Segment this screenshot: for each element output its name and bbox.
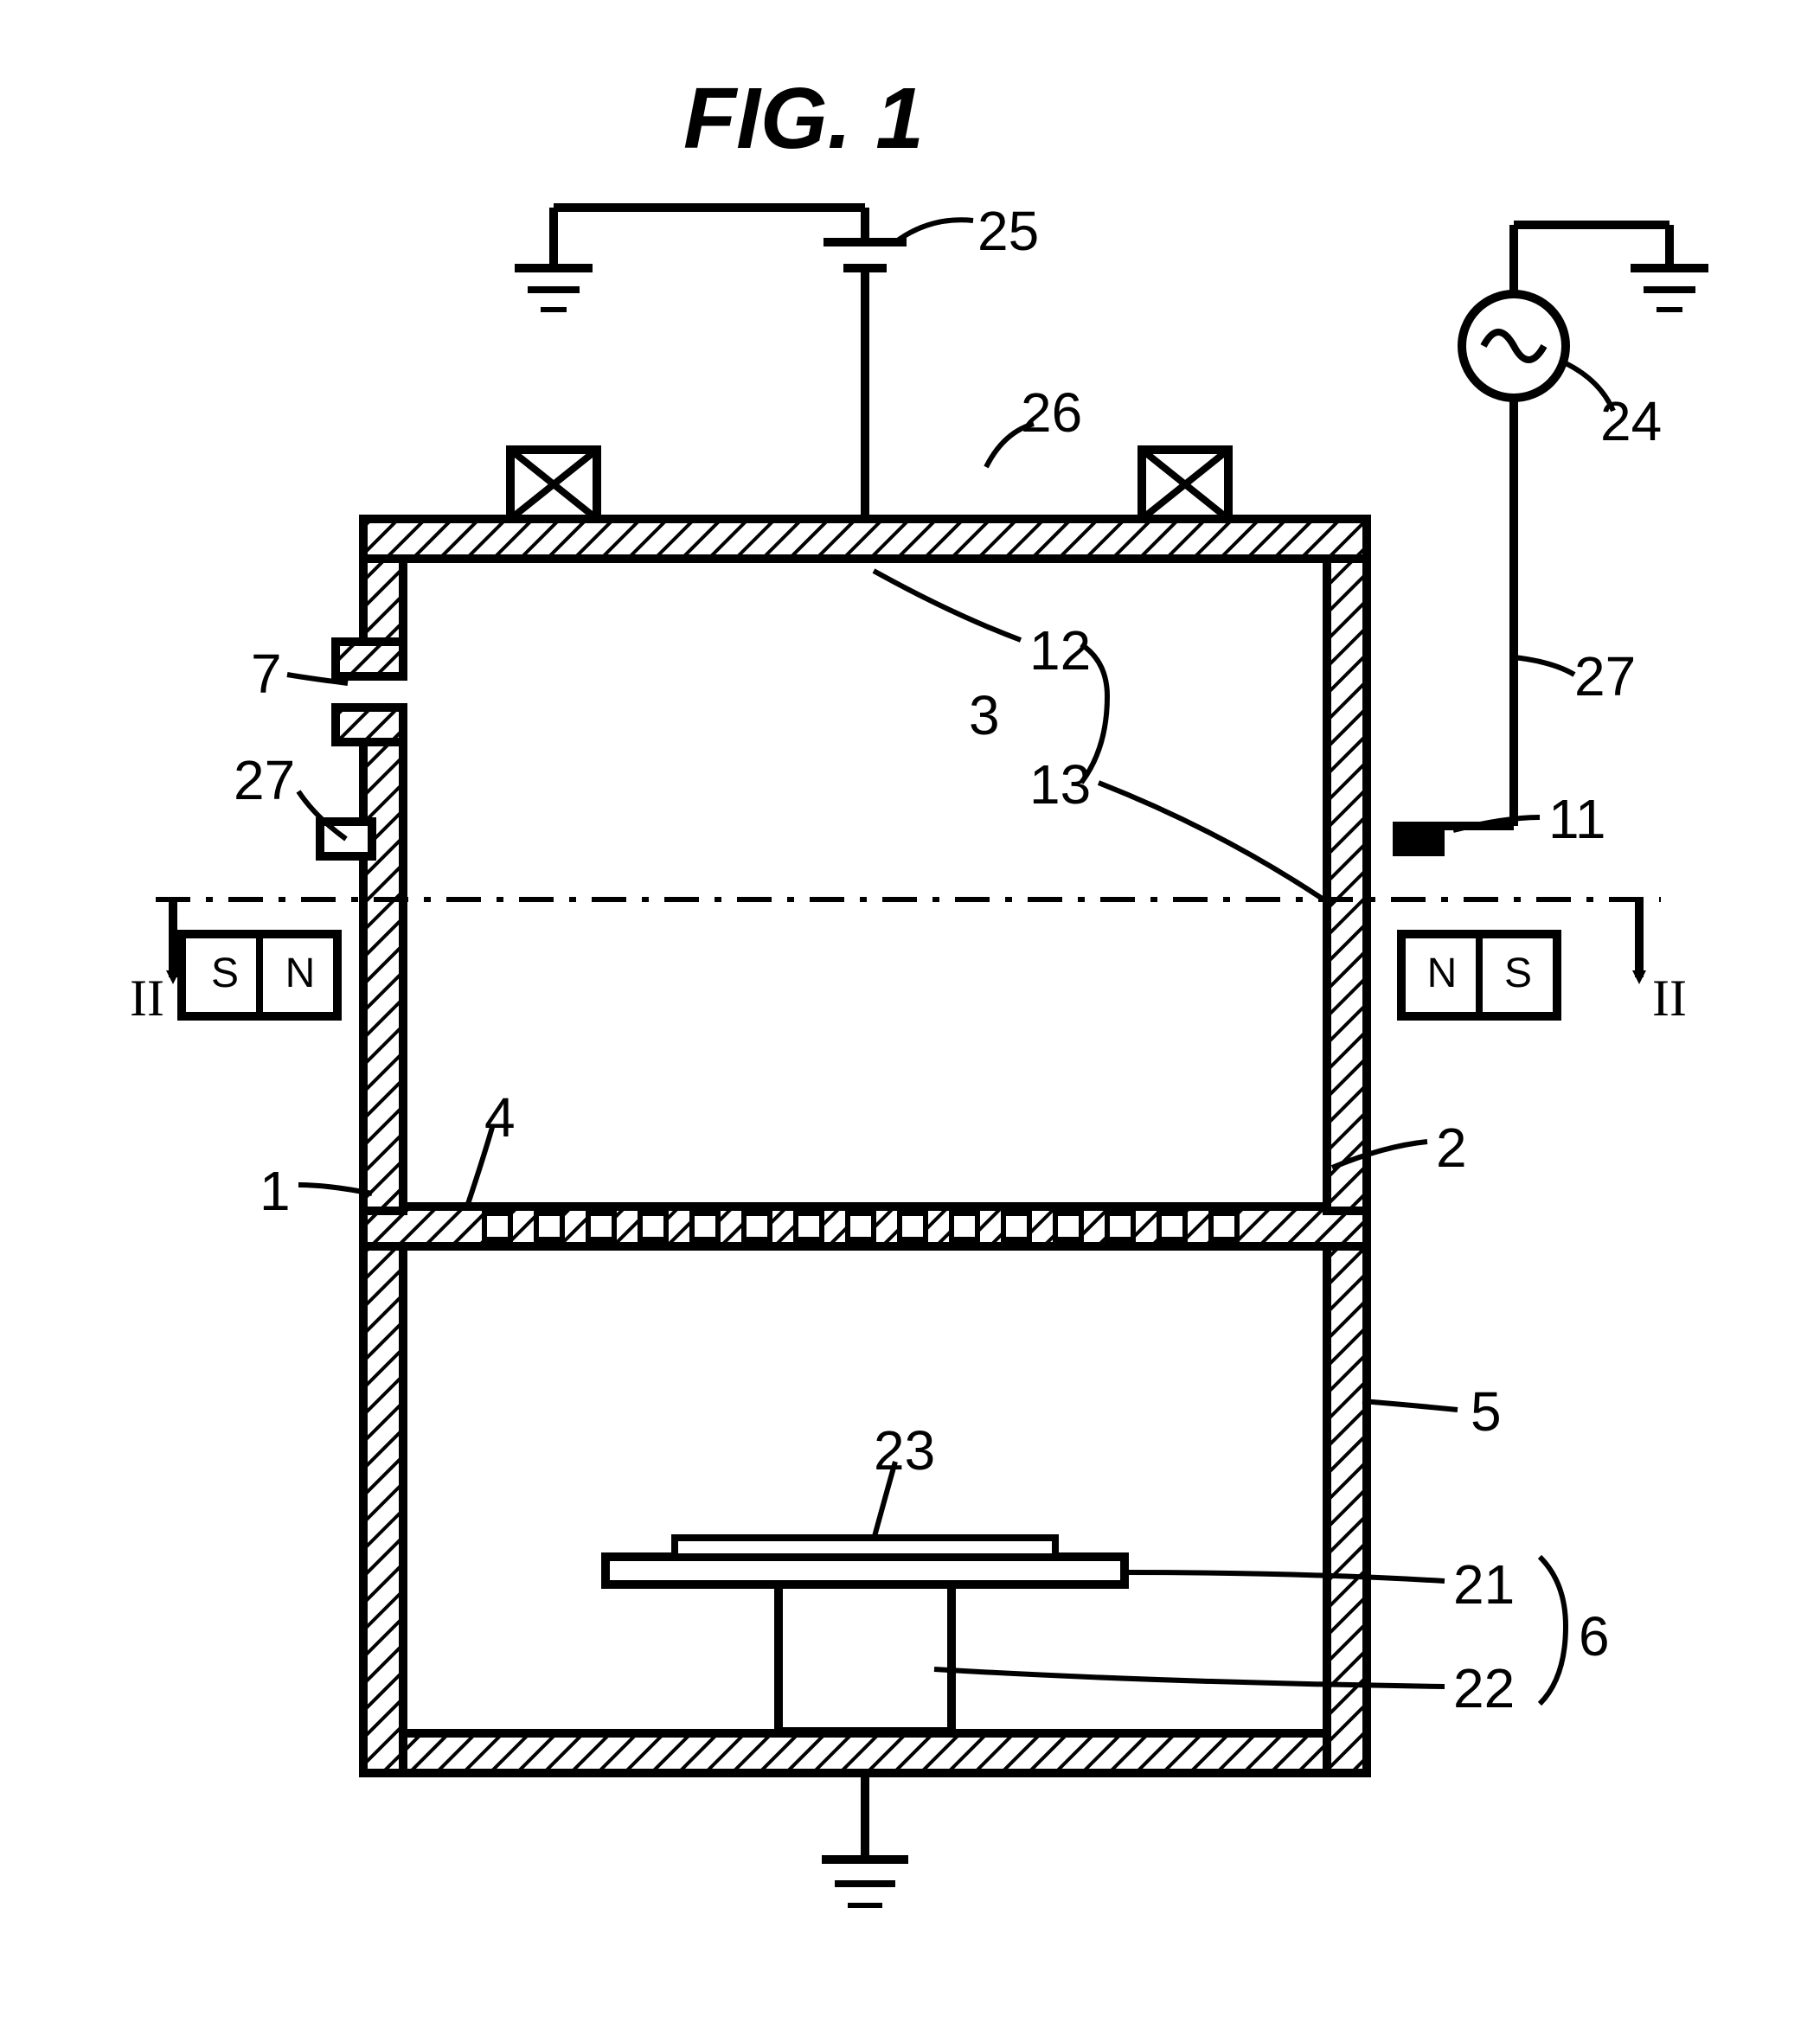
label-11: 11 — [1548, 787, 1605, 851]
diagram-svg — [0, 0, 1820, 2042]
label-4: 4 — [484, 1085, 516, 1149]
roman-left: II — [130, 969, 164, 1028]
antenna-right-body — [1393, 822, 1445, 856]
label-24: 24 — [1600, 389, 1662, 453]
label-2: 2 — [1436, 1116, 1467, 1180]
roman-right: II — [1652, 969, 1687, 1028]
label-22: 22 — [1453, 1656, 1515, 1720]
label-1: 1 — [260, 1159, 291, 1223]
label-3: 3 — [969, 683, 1000, 747]
magnet-left-s: S — [203, 950, 247, 997]
label-6: 6 — [1579, 1604, 1610, 1668]
coil-right — [1142, 450, 1228, 519]
wafer — [675, 1538, 1055, 1557]
coil-left — [510, 450, 597, 519]
magnet-right-s: S — [1496, 950, 1540, 997]
grid-holes — [484, 1213, 1237, 1239]
diagram-root: FIG. 1 — [0, 0, 1820, 2042]
label-27-left: 27 — [234, 748, 295, 812]
label-12: 12 — [1029, 618, 1091, 682]
figure-title: FIG. 1 — [683, 69, 924, 169]
label-21: 21 — [1453, 1552, 1515, 1616]
magnet-right-n: N — [1420, 950, 1464, 997]
label-13: 13 — [1029, 752, 1091, 816]
label-27-right: 27 — [1574, 644, 1636, 708]
magnet-left-n: N — [279, 950, 322, 997]
label-7: 7 — [251, 642, 282, 706]
pedestal — [779, 1584, 952, 1732]
label-25: 25 — [977, 199, 1039, 263]
label-26: 26 — [1021, 381, 1082, 445]
label-23: 23 — [874, 1418, 935, 1482]
label-5: 5 — [1471, 1379, 1502, 1443]
